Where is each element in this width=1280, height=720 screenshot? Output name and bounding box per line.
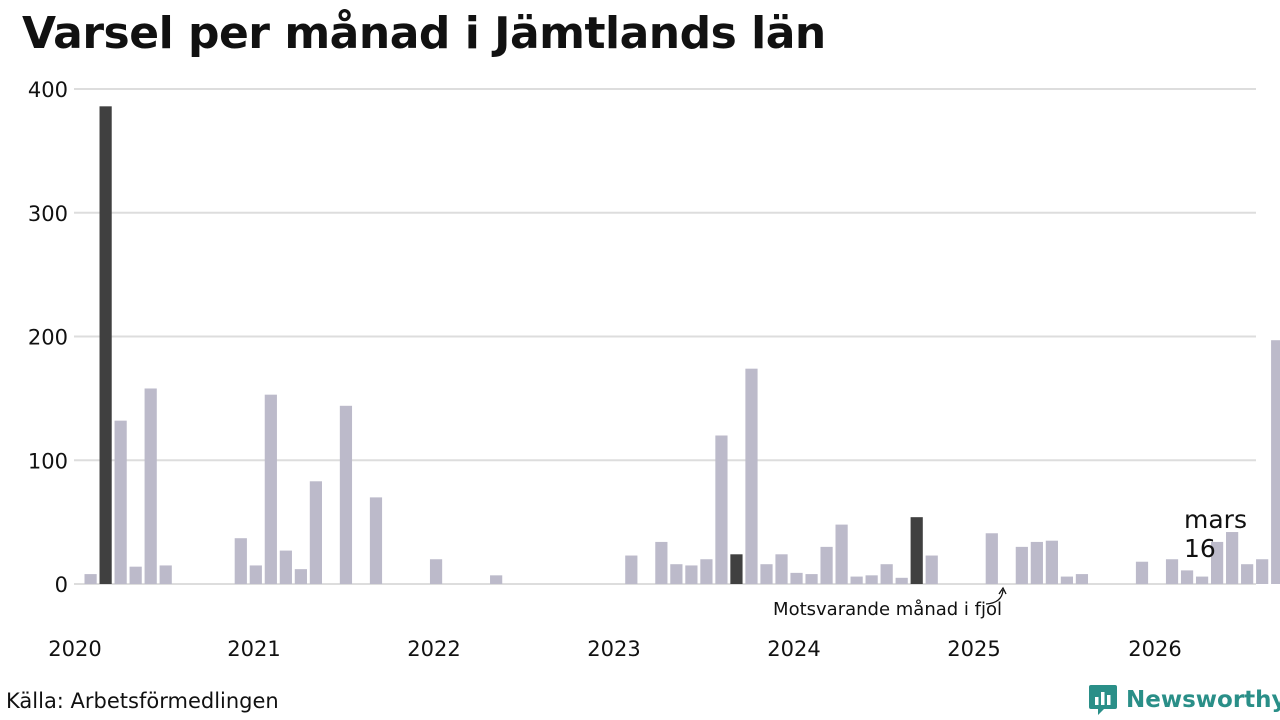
bar [1060, 576, 1073, 584]
source-note: Källa: Arbetsförmedlingen [6, 689, 279, 713]
y-axis: 0 100 200 300 400 [28, 78, 68, 597]
bar [805, 574, 818, 584]
bars [84, 106, 1280, 584]
bar [910, 517, 923, 584]
newsworthy-logo: Newsworthy [1088, 683, 1280, 717]
bar [820, 546, 833, 584]
bar [925, 555, 938, 584]
bar [339, 405, 353, 584]
bar [1226, 532, 1239, 584]
x-tick-label: 2026 [1128, 637, 1181, 661]
x-tick-label: 2023 [587, 637, 640, 661]
bar [144, 388, 157, 584]
y-tick-label: 100 [28, 449, 68, 473]
bar [1256, 559, 1269, 584]
bar [114, 420, 127, 584]
bar [1241, 564, 1254, 584]
bar [294, 569, 307, 584]
y-tick-label: 400 [28, 78, 68, 102]
bar [775, 554, 788, 584]
bar [745, 368, 758, 584]
callout-value: 16 [1184, 534, 1216, 563]
x-axis: 2020 2021 2022 2023 2024 2025 2026 [48, 637, 1181, 661]
y-tick-label: 300 [28, 202, 68, 226]
x-tick-label: 2025 [947, 637, 1000, 661]
annotation-arrow [985, 586, 1007, 605]
y-tick-label: 0 [55, 573, 68, 597]
bar [84, 574, 97, 584]
bar [1165, 559, 1179, 584]
bar [234, 538, 247, 584]
bar [700, 559, 713, 584]
logo-icon [1089, 685, 1117, 715]
logo-text: Newsworthy [1126, 687, 1280, 713]
bar [880, 564, 893, 584]
bar [490, 575, 503, 584]
bar [429, 559, 443, 584]
bar [279, 550, 292, 584]
bar [730, 554, 743, 584]
bar [865, 575, 878, 584]
callout-month: mars [1184, 505, 1247, 534]
bar [309, 481, 322, 584]
bar [715, 435, 728, 584]
bar [1211, 541, 1224, 584]
bar [850, 576, 863, 584]
bar [895, 577, 908, 584]
annotation-text: Motsvarande månad i fjol [773, 599, 1002, 620]
x-tick-label: 2020 [48, 637, 101, 661]
y-tick-label: 200 [28, 326, 68, 350]
bar [670, 564, 683, 584]
x-tick-label: 2021 [227, 637, 280, 661]
bar [369, 497, 383, 584]
bar [1030, 541, 1043, 584]
bar [99, 106, 112, 584]
bar [625, 555, 638, 584]
bar [1075, 574, 1089, 584]
bar [1045, 540, 1058, 584]
bar [1015, 546, 1028, 584]
bar [1180, 570, 1194, 584]
bar [1271, 340, 1280, 584]
bar [760, 564, 773, 584]
bar [835, 524, 848, 584]
bar [264, 394, 277, 584]
bar [129, 566, 142, 584]
bar [159, 565, 172, 584]
bar [1135, 561, 1149, 584]
chart-title: Varsel per månad i Jämtlands län [22, 8, 826, 59]
bar [655, 541, 668, 584]
bar [985, 533, 998, 584]
x-tick-label: 2024 [767, 637, 820, 661]
annotation: Motsvarande månad i fjol [773, 586, 1007, 620]
gridlines [74, 88, 1256, 585]
bar [685, 565, 698, 584]
bar [1195, 576, 1209, 584]
x-tick-label: 2022 [407, 637, 460, 661]
bar [790, 572, 803, 584]
bar [249, 565, 262, 584]
